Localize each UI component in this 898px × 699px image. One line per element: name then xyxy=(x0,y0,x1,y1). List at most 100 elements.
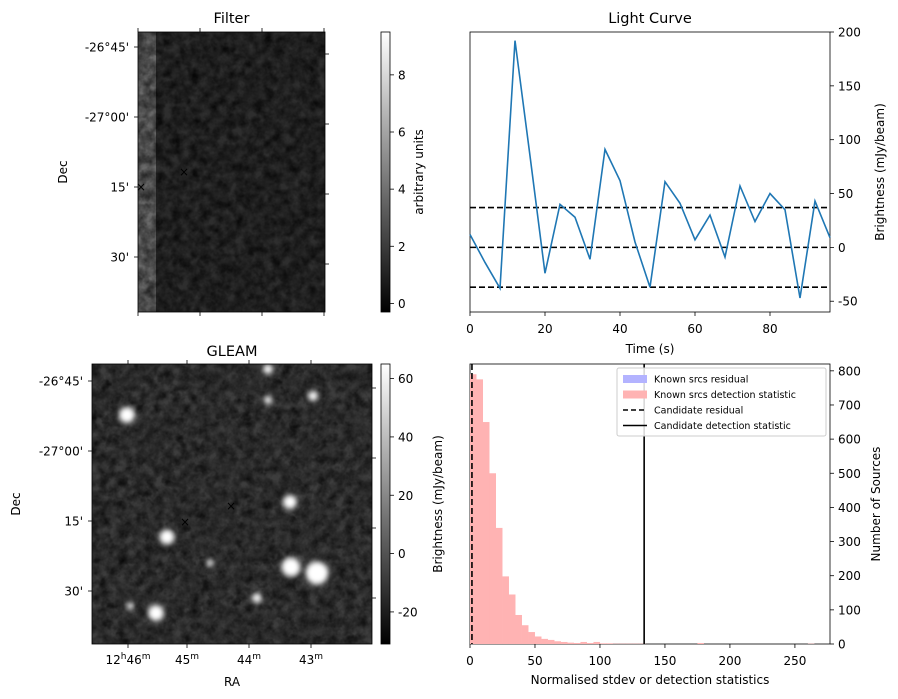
histogram-bar xyxy=(534,636,542,644)
gleam-xtick-label: 43m xyxy=(299,652,323,667)
lightcurve-ytick-label: 100 xyxy=(838,133,861,147)
histogram-legend-swatch xyxy=(623,390,647,399)
histogram-legend-frame xyxy=(616,367,827,437)
histogram-legend-swatch xyxy=(623,375,647,383)
gleam-colorbar-tick-label: -20 xyxy=(398,605,418,619)
histogram-bar xyxy=(489,473,496,644)
gleam-colorbar-tick-label: 40 xyxy=(398,430,413,444)
gleam-colorbar-tick-label: 60 xyxy=(398,372,413,386)
gleam-ytick-label: 30' xyxy=(64,585,83,599)
gleam-image xyxy=(92,364,372,644)
histogram-ytick-label: 800 xyxy=(838,364,861,378)
gleam-panel: -26°45' -27°00' 15' 30' 12h46m 45m 44m 43m GLEA… xyxy=(9,344,418,689)
histogram-bar xyxy=(606,643,613,644)
histogram-bar xyxy=(593,641,600,644)
lightcurve-ytick-label: -50 xyxy=(838,295,858,309)
histogram-bar xyxy=(560,641,568,644)
histogram-ylabel: Number of Sources xyxy=(869,447,883,562)
lightcurve-ytick-label: 150 xyxy=(838,79,861,93)
gleam-title: GLEAM xyxy=(207,344,258,360)
histogram-xtick-label: 200 xyxy=(718,654,741,668)
histogram-ytick-label: 600 xyxy=(838,433,861,447)
histogram-bar xyxy=(470,374,477,644)
filter-colorbar: 0 2 4 6 8 arbitrary units xyxy=(380,31,426,313)
histogram-bar xyxy=(599,643,607,644)
histogram-bar xyxy=(554,641,561,644)
filter-ylabel: Dec xyxy=(56,160,70,183)
lightcurve-title: Light Curve xyxy=(608,11,692,27)
histogram-ytick-label: 300 xyxy=(838,535,861,549)
histogram-xlabel: Normalised stdev or detection statistics xyxy=(531,673,770,687)
filter-ytick-label: 30' xyxy=(110,251,129,265)
lightcurve-xlabel: Time (s) xyxy=(625,342,675,356)
gleam-xtick-label: 12h46m xyxy=(105,652,150,667)
gleam-xtick-label: 45m xyxy=(175,652,199,667)
histogram-bar xyxy=(515,614,522,644)
lightcurve-xtick-label: 60 xyxy=(687,322,702,336)
histogram-xtick-label: 50 xyxy=(527,654,542,668)
filter-ytick-label: -27°00' xyxy=(85,111,129,125)
gleam-xlabel: RA xyxy=(224,675,241,689)
gleam-marker-blue: × xyxy=(180,515,190,529)
gleam-colorbar: -20 0 20 40 60 xyxy=(380,363,418,645)
gleam-colorbar-tick-label: 20 xyxy=(398,489,413,503)
filter-marker-blue: × xyxy=(136,180,146,194)
histogram-bar xyxy=(541,638,548,644)
filter-ytick-label: 15' xyxy=(110,181,129,195)
histogram-ytick-label: 700 xyxy=(838,398,861,412)
lightcurve-xtick-label: 20 xyxy=(537,322,552,336)
filter-colorbar-label: arbitrary units xyxy=(412,129,426,215)
histogram-ytick-label: 0 xyxy=(838,638,846,652)
histogram-panel: 0 50 100 150 200 250 0 100 200 300 400 500 600 700 800… xyxy=(431,363,883,687)
histogram-bar xyxy=(580,641,587,644)
lightcurve-ytick-label: 200 xyxy=(838,26,861,40)
lightcurve-ytick-label: 50 xyxy=(838,187,853,201)
filter-ytick-label: -26°45' xyxy=(85,41,129,55)
gleam-ylabel: Dec xyxy=(9,492,23,515)
histogram-ytick-label: 100 xyxy=(838,603,861,617)
histogram-ytick-label: 500 xyxy=(838,467,861,481)
histogram-bar xyxy=(482,422,490,644)
histogram-bar xyxy=(697,642,704,644)
histogram-bar xyxy=(495,527,503,644)
histogram-bar xyxy=(476,379,483,644)
histogram-bar xyxy=(567,642,574,644)
histogram-bar xyxy=(547,639,555,644)
histogram-ytick-label: 200 xyxy=(838,569,861,583)
filter-image xyxy=(138,32,325,312)
filter-title: Filter xyxy=(214,11,250,27)
histogram-ytick-label: 400 xyxy=(838,501,861,515)
histogram-bar xyxy=(573,642,581,644)
lightcurve-xtick-label: 80 xyxy=(762,322,777,336)
lightcurve-ytick-label: 0 xyxy=(838,241,846,255)
filter-colorbar-tick-label: 4 xyxy=(398,183,406,197)
histogram-xtick-label: 250 xyxy=(783,654,806,668)
filter-panel: -26°45' -27°00' 15' 30' Filter Dec × × 0 2 4 6… xyxy=(56,11,426,316)
histogram-bar xyxy=(586,642,594,644)
histogram-bar xyxy=(502,576,509,644)
gleam-ytick-label: -27°00' xyxy=(39,445,83,459)
gleam-xtick-label: 44m xyxy=(237,652,261,667)
histogram-legend: Known srcs residual Known srcs detection … xyxy=(616,367,827,437)
lightcurve-xtick-label: 0 xyxy=(466,322,474,336)
filter-colorbar-tick-label: 6 xyxy=(398,126,406,140)
histogram-xtick-label: 150 xyxy=(653,654,676,668)
histogram-left-ylabel: Brightness (mJy/beam) xyxy=(431,435,445,573)
histogram-bar xyxy=(528,632,535,644)
histogram-legend-label: Candidate detection statistic xyxy=(654,421,791,432)
histogram-legend-label: Candidate residual xyxy=(654,406,743,417)
histogram-xtick-label: 0 xyxy=(466,654,474,668)
gleam-colorbar-tick-label: 0 xyxy=(398,547,406,561)
filter-marker-red: × xyxy=(179,165,189,179)
histogram-bar xyxy=(521,625,529,644)
lightcurve-series-line xyxy=(469,40,831,299)
gleam-ytick-label: -26°45' xyxy=(39,375,83,389)
filter-colorbar-tick-label: 2 xyxy=(398,240,406,254)
histogram-legend-label: Known srcs detection statistic xyxy=(654,390,796,401)
histogram-bar xyxy=(508,594,516,644)
lightcurve-panel: 0 20 40 60 80 -50 0 50 100 150 200 Light Curve Tim… xyxy=(466,11,887,356)
histogram-legend-label: Known srcs residual xyxy=(654,375,748,386)
gleam-marker-red: × xyxy=(226,499,236,513)
lightcurve-xtick-label: 40 xyxy=(612,322,627,336)
filter-colorbar-tick-label: 0 xyxy=(398,297,406,311)
